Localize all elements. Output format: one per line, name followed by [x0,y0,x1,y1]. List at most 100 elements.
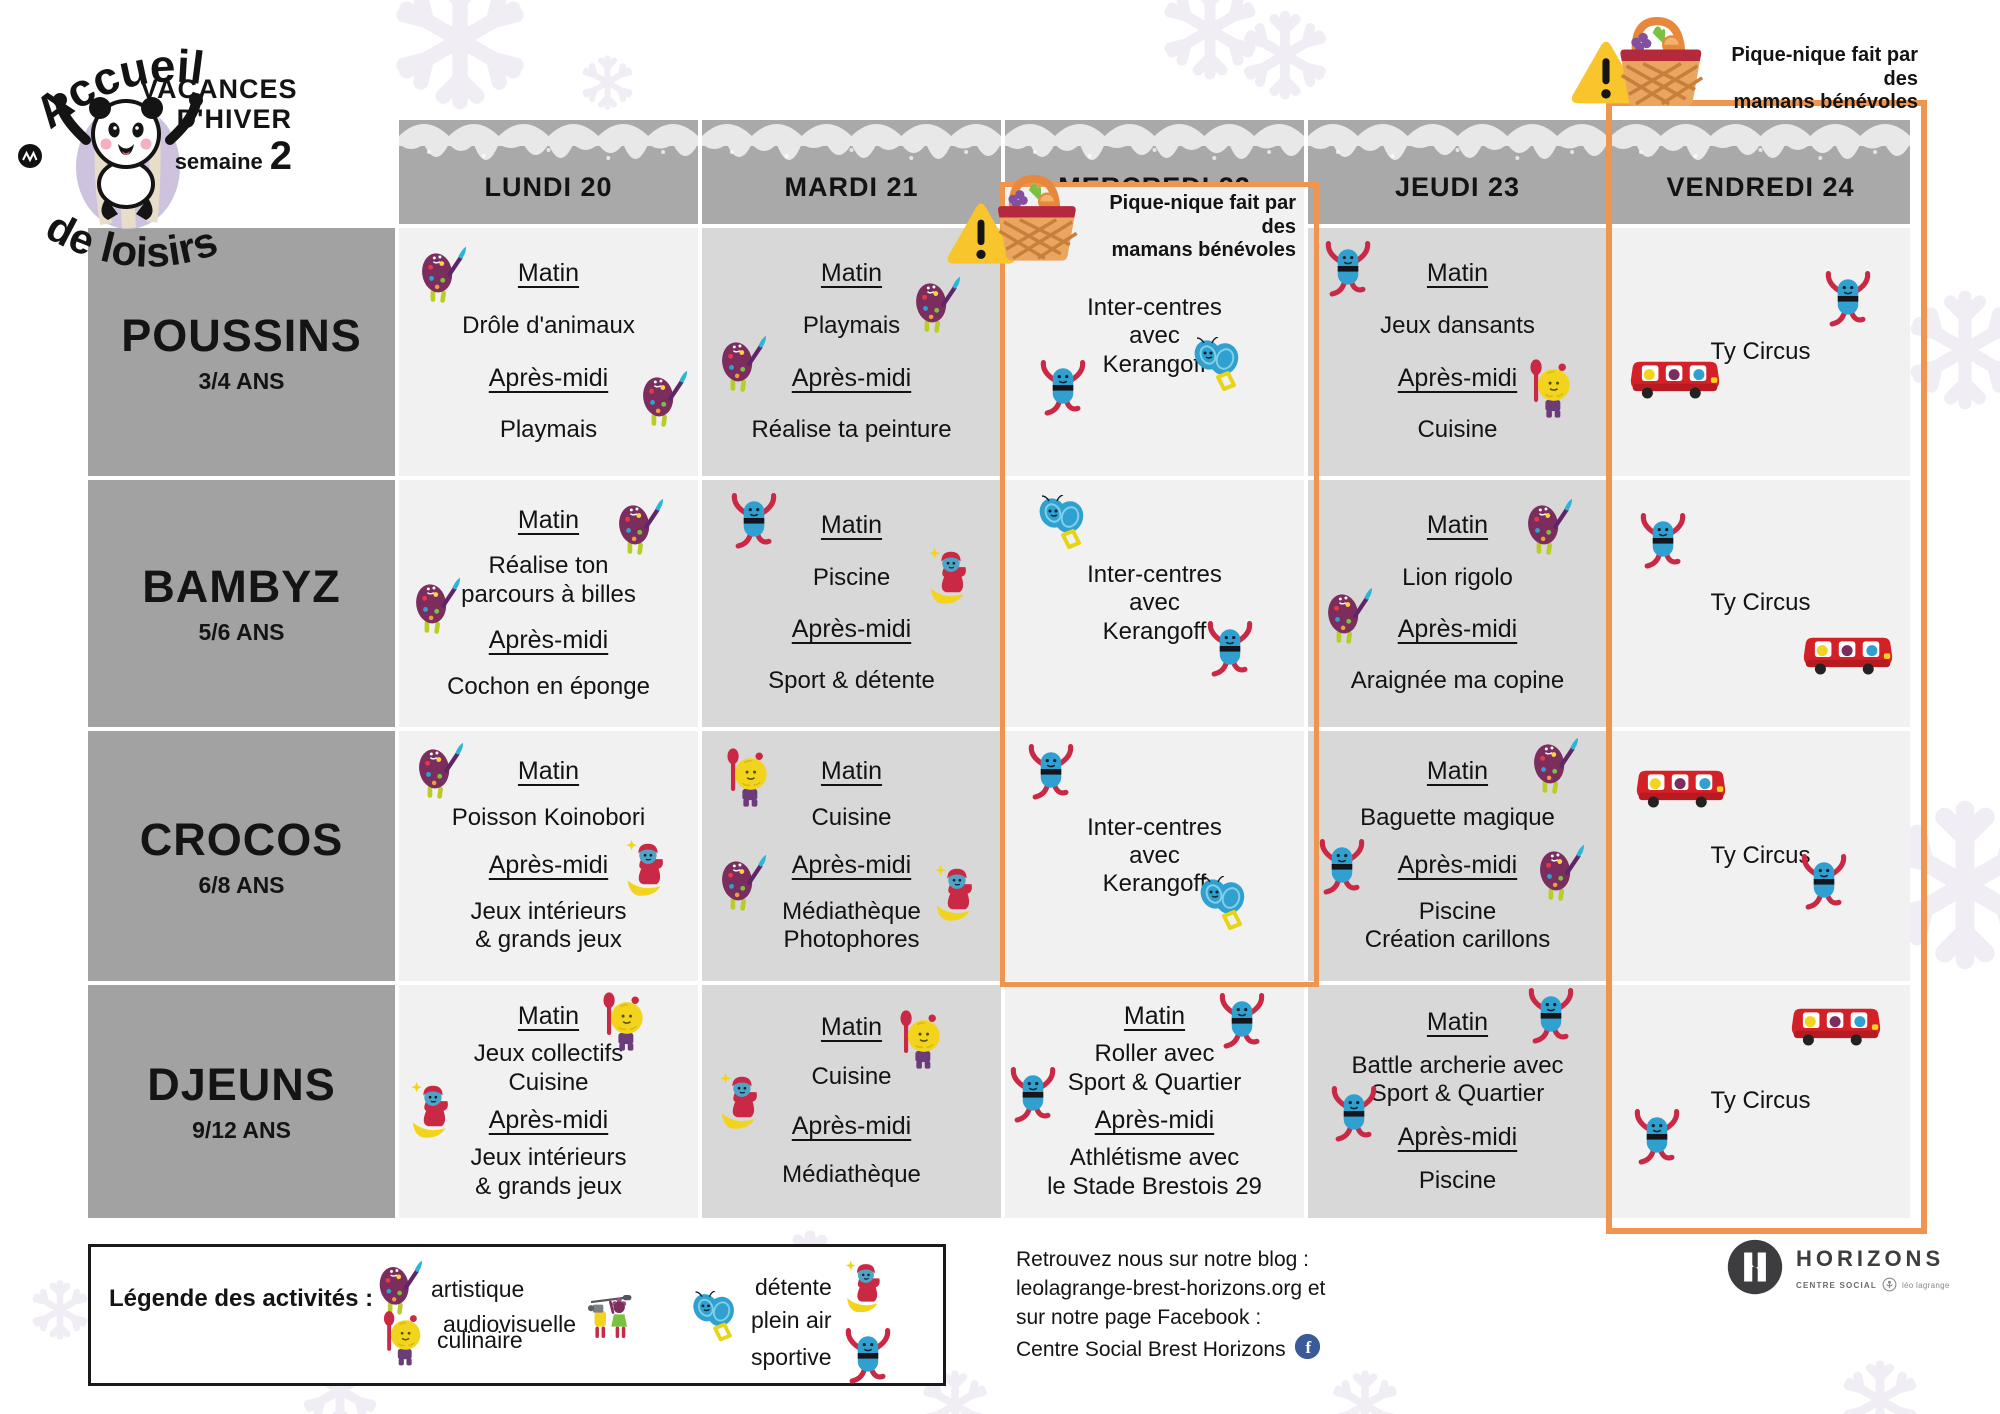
detente-icon [840,1257,890,1317]
group-age: 6/8 ANS [198,871,285,898]
cell-bambyz-lundi: Matin Réalise ton parcours à billes Après-m… [399,480,698,727]
session-heading: Après-midi [488,626,609,655]
culinary-icon [377,1309,429,1371]
session-heading: Matin [820,259,883,288]
cell-djeuns-vendredi: Ty Circus [1611,985,1910,1218]
session-heading: Matin [1123,1002,1186,1031]
artistic-icon [632,367,688,434]
sport-icon [840,1325,896,1390]
facebook-icon[interactable]: f [1294,1333,1321,1369]
activity: Baguette magique [1360,804,1555,832]
facebook-page-name: Centre Social Brest Horizons [1016,1338,1286,1362]
legend-entry-sportive: sportive [751,1325,896,1390]
session-heading: Après-midi [791,1111,912,1140]
cell-bambyz-jeudi: Matin Lion rigolo Après-midi Araignée ma co… [1308,480,1607,727]
cell-poussins-mardi: Matin Playmais Après-midi Réalise ta peintu… [702,228,1001,476]
activity: Jeux intérieurs & grands jeux [470,898,627,954]
horizons-icon [1726,1238,1784,1301]
audiovisual-icon [584,1295,642,1354]
artistic-icon [608,495,664,562]
cell-crocos-jeudi: Matin Baguette magique Après-midi Piscine Cr… [1308,731,1607,981]
brand-logo: Accueil de loisirs [14,26,314,341]
session-heading: Après-midi [791,615,912,644]
detente-icon [620,836,674,901]
day-header-label: LUNDI 20 [484,171,613,202]
artistic-icon [711,851,767,918]
blog-info: Retrouvez nous sur notre blog : leolagra… [1016,1246,1336,1369]
cell-poussins-mercredi: Inter-centres avec Kerangoff [1005,228,1304,476]
cell-djeuns-mardi: Matin Cuisine Après-midi Médiathèque [702,985,1001,1218]
activity: Jeux dansants [1380,311,1535,339]
session-heading: Après-midi [488,850,609,879]
session-heading: Matin [517,757,580,786]
picnic-note-mercredi: Pique-nique fait par des mamans bénévole… [1109,192,1296,262]
activity: Piscine [1418,1166,1497,1194]
legend-entry-artistique: artistique [369,1257,524,1321]
picnic-basket-icon [988,172,1088,266]
activity: Médiathèque [782,1161,921,1189]
day-header-label: JEUDI 23 [1394,171,1521,202]
legend-title: Légende des activités : [109,1285,374,1312]
cell-djeuns-lundi: Matin Jeux collectifs Cuisine Après-midi Jeu… [399,985,698,1218]
activity: Inter-centres avec Kerangoff [1087,561,1222,645]
week-title-line1: VACANCES [140,74,298,104]
artistic-icon [711,332,767,399]
sport-icon [1320,238,1376,303]
snowflake-icon [1840,1360,1920,1414]
horizons-logo: HORIZONS CENTRE SOCIAL léo lagrange [1726,1238,1950,1301]
artistic-icon [369,1257,423,1321]
blog-url[interactable]: leolagrange-brest-horizons.org et [1016,1276,1326,1300]
legend-entry-audiovisuelle: audiovisuelle [443,1295,642,1354]
activity: Réalise ta peinture [751,416,952,444]
activity: Inter-centres avec Kerangoff [1087,294,1222,378]
snowflake-icon [30,1280,90,1345]
leo-lagrange-icon [1882,1277,1897,1294]
activity: Réalise ton parcours à billes [461,552,636,608]
group-name: POUSSINS [121,309,362,361]
session-heading: Après-midi [488,1106,609,1135]
day-header-vendredi: VENDREDI 24 [1611,120,1910,224]
cell-bambyz-vendredi: Ty Circus [1611,480,1910,727]
activity: Cuisine [1417,416,1498,444]
activity: Araignée ma copine [1350,667,1565,695]
day-header-label: MARDI 21 [784,171,919,202]
sport-icon [726,490,782,555]
session-heading: Matin [517,259,580,288]
cell-crocos-lundi: Matin Poisson Koinobori Après-midi Jeux int… [399,731,698,981]
session-heading: Matin [1426,259,1489,288]
session-heading: Après-midi [1094,1106,1215,1135]
activity: Piscine Création carillons [1364,898,1551,954]
artistic-icon [405,574,461,641]
session-heading: Après-midi [488,363,609,392]
week-subtitle: semaine 2 [174,134,292,179]
day-header-jeudi: JEUDI 23 [1308,120,1607,224]
butterfly-icon [1196,875,1254,939]
group-name: DJEUNS [147,1059,336,1110]
cell-djeuns-jeudi: Matin Battle archerie avec Sport & Quartie… [1308,985,1607,1218]
sport-icon [1326,1083,1382,1148]
activity: Sport & détente [768,667,935,695]
detente-icon [929,861,983,926]
activity: Médiathèque Photophores [782,898,921,954]
session-heading: Après-midi [1397,1123,1518,1152]
activity: Jeux intérieurs & grands jeux [470,1144,627,1200]
session-heading: Après-midi [791,363,912,392]
cell-poussins-jeudi: Matin Jeux dansants Après-midi Cuisine [1308,228,1607,476]
bus-icon [1802,623,1894,685]
legend-entry-culinaire: culinaire [377,1309,523,1371]
culinary-icon [596,990,652,1057]
session-heading: Après-midi [791,850,912,879]
session-heading: Matin [1426,1007,1489,1036]
session-heading: Matin [820,757,883,786]
picnic-note-vendredi: Pique-nique fait par des mamans bénévole… [1731,44,1918,114]
artistic-icon [408,739,464,806]
activity: Ty Circus [1710,589,1811,617]
sport-icon [1820,268,1876,333]
warning-icon [944,200,1018,274]
activity: Cuisine [811,1062,892,1090]
butterfly-icon [1035,494,1093,558]
activity: Piscine [812,563,891,591]
snowflake-icon [1905,290,2000,415]
butterfly-icon [1190,336,1248,400]
